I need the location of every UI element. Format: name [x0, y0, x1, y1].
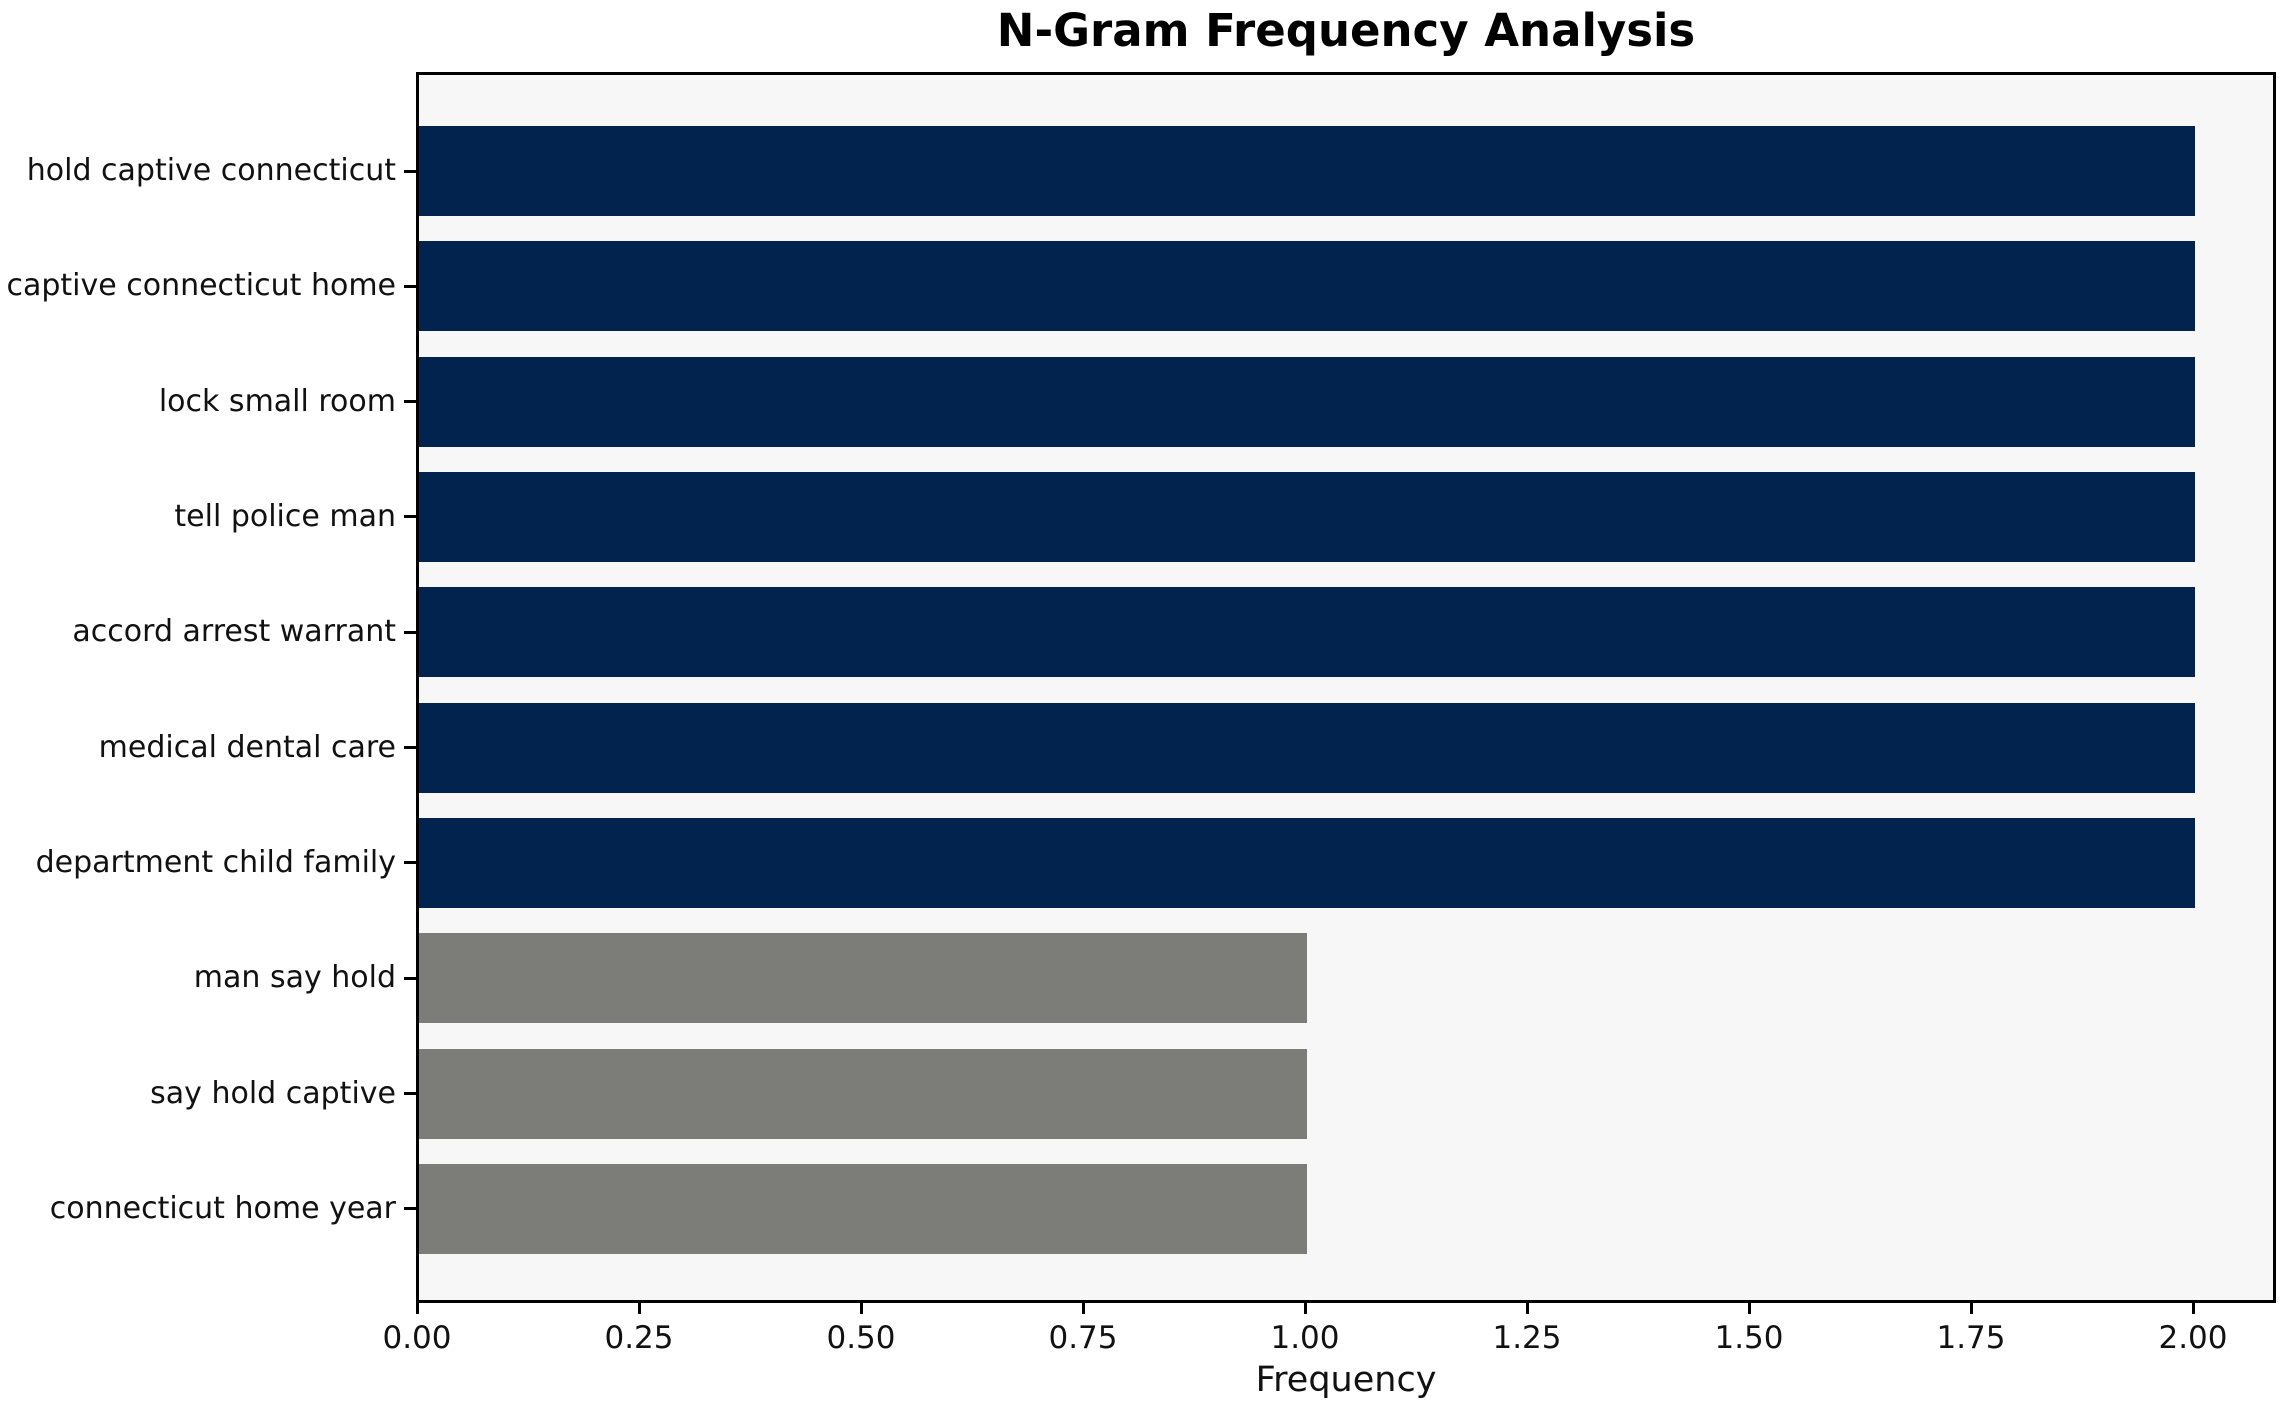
x-tick-label: 1.25	[1492, 1320, 1562, 1356]
x-tick-mark	[1526, 1303, 1529, 1314]
y-tick-mark	[404, 285, 416, 288]
y-tick-mark	[404, 746, 416, 749]
y-tick-mark	[404, 861, 416, 864]
x-tick-mark	[2192, 1303, 2195, 1314]
y-tick-mark	[404, 631, 416, 634]
y-tick-label: hold captive connecticut	[26, 153, 396, 188]
y-tick-label: say hold captive	[150, 1076, 396, 1111]
plot-area	[416, 72, 2276, 1303]
x-tick-mark	[416, 1303, 419, 1314]
x-tick-label: 1.50	[1714, 1320, 1784, 1356]
y-tick-label: connecticut home year	[49, 1191, 396, 1226]
y-tick-mark	[404, 1207, 416, 1210]
bar	[419, 472, 2195, 562]
x-tick-label: 1.00	[1270, 1320, 1340, 1356]
bar	[419, 933, 1307, 1023]
x-tick-label: 0.25	[604, 1320, 674, 1356]
chart-title: N-Gram Frequency Analysis	[996, 4, 1696, 57]
bar	[419, 703, 2195, 793]
y-tick-label: lock small room	[158, 384, 396, 419]
x-tick-mark	[1304, 1303, 1307, 1314]
x-tick-mark	[1970, 1303, 1973, 1314]
y-tick-mark	[404, 977, 416, 980]
y-tick-label: medical dental care	[98, 730, 396, 765]
y-tick-label: man say hold	[193, 960, 396, 995]
bar	[419, 357, 2195, 447]
y-tick-label: tell police man	[174, 499, 396, 534]
bar	[419, 1049, 1307, 1139]
y-tick-mark	[404, 170, 416, 173]
x-tick-label: 0.50	[826, 1320, 896, 1356]
x-tick-mark	[1082, 1303, 1085, 1314]
x-tick-label: 1.75	[1936, 1320, 2006, 1356]
bar	[419, 126, 2195, 216]
y-tick-mark	[404, 515, 416, 518]
y-tick-label: captive connecticut home	[6, 268, 396, 303]
x-tick-label: 0.00	[382, 1320, 452, 1356]
x-tick-label: 0.75	[1048, 1320, 1118, 1356]
y-tick-label: accord arrest warrant	[72, 614, 396, 649]
bar	[419, 587, 2195, 677]
y-tick-label: department child family	[35, 845, 396, 880]
y-tick-mark	[404, 400, 416, 403]
bar	[419, 241, 2195, 331]
bar	[419, 1164, 1307, 1254]
x-tick-mark	[860, 1303, 863, 1314]
y-tick-mark	[404, 1092, 416, 1095]
x-tick-label: 2.00	[2158, 1320, 2228, 1356]
x-tick-mark	[1748, 1303, 1751, 1314]
x-tick-mark	[638, 1303, 641, 1314]
x-axis-label: Frequency	[1255, 1360, 1437, 1400]
bar	[419, 818, 2195, 908]
